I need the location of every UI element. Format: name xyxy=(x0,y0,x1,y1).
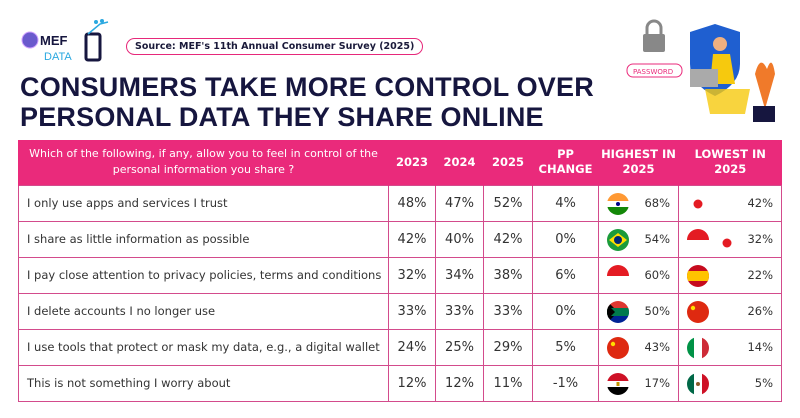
header-highest: HIGHEST IN 2025 xyxy=(598,140,679,185)
highest-value: 54% xyxy=(644,232,670,246)
flag-south-africa-icon xyxy=(607,300,629,323)
value-pp-change: 4% xyxy=(532,184,599,222)
header-2024: 2024 xyxy=(435,140,484,185)
lowest-value: 32% xyxy=(747,232,773,246)
flag-china-icon xyxy=(607,336,629,359)
svg-text:PASSWORD: PASSWORD xyxy=(633,68,673,76)
flag-japan-icon xyxy=(693,199,703,208)
highest-cell: 68% xyxy=(598,184,679,222)
value-2025: 38% xyxy=(483,256,533,294)
row-label: I share as little information as possibl… xyxy=(18,220,389,258)
table-row: I use tools that protect or mask my data… xyxy=(18,328,782,366)
table-row: I delete accounts I no longer use 33% 33… xyxy=(18,292,782,330)
svg-text:DATA: DATA xyxy=(44,51,72,63)
value-2023: 48% xyxy=(388,184,436,222)
survey-table: Which of the following, if any, allow yo… xyxy=(18,140,782,402)
value-2024: 25% xyxy=(435,328,484,366)
row-label: I pay close attention to privacy policie… xyxy=(18,256,389,294)
value-2025: 52% xyxy=(483,184,533,222)
lowest-cell: 26% xyxy=(678,292,782,330)
value-2024: 12% xyxy=(435,364,484,402)
table-row: This is not something I worry about 12% … xyxy=(18,364,782,402)
value-pp-change: 6% xyxy=(532,256,599,294)
highest-cell: 50% xyxy=(598,292,679,330)
value-2024: 33% xyxy=(435,292,484,330)
value-2023: 12% xyxy=(388,364,436,402)
lowest-value: 42% xyxy=(747,196,773,210)
highest-value: 17% xyxy=(644,376,670,390)
header-lowest: LOWEST IN 2025 xyxy=(678,140,782,185)
value-2023: 33% xyxy=(388,292,436,330)
flag-brazil-icon xyxy=(607,228,629,251)
lowest-value: 5% xyxy=(754,376,773,390)
value-2025: 42% xyxy=(483,220,533,258)
page-title: CONSUMERS TAKE MORE CONTROL OVER PERSONAL… xyxy=(20,72,594,132)
flag-italy-icon xyxy=(687,336,709,359)
row-label: I use tools that protect or mask my data… xyxy=(18,328,389,366)
highest-value: 68% xyxy=(644,196,670,210)
flag-spain-icon xyxy=(687,264,709,287)
highest-cell: 17% xyxy=(598,364,679,402)
header-2025: 2025 xyxy=(483,140,533,185)
table-row: I share as little information as possibl… xyxy=(18,220,782,258)
lowest-value: 14% xyxy=(747,340,773,354)
flag-india-icon xyxy=(607,192,629,215)
lowest-cell: 42% xyxy=(678,184,782,222)
flag-indonesia+japan-icon xyxy=(687,228,732,247)
highest-value: 60% xyxy=(644,268,670,282)
value-2023: 42% xyxy=(388,220,436,258)
mef-data-logo: MEF DATA xyxy=(21,19,109,63)
value-2024: 47% xyxy=(435,184,484,222)
value-pp-change: -1% xyxy=(532,364,599,402)
lowest-cell: 14% xyxy=(678,328,782,366)
value-pp-change: 0% xyxy=(532,220,599,258)
value-2023: 32% xyxy=(388,256,436,294)
flag-egypt-icon xyxy=(607,372,629,395)
privacy-illustration: PASSWORD xyxy=(626,19,775,122)
lowest-cell: 5% xyxy=(678,364,782,402)
value-2024: 40% xyxy=(435,220,484,258)
lowest-cell: 32% xyxy=(678,220,782,258)
highest-cell: 60% xyxy=(598,256,679,294)
row-label: I delete accounts I no longer use xyxy=(18,292,389,330)
row-label: I only use apps and services I trust xyxy=(18,184,389,222)
value-2025: 33% xyxy=(483,292,533,330)
value-2025: 29% xyxy=(483,328,533,366)
flag-indonesia-icon xyxy=(607,264,629,276)
highest-cell: 43% xyxy=(598,328,679,366)
highest-value: 43% xyxy=(644,340,670,354)
value-2025: 11% xyxy=(483,364,533,402)
value-pp-change: 5% xyxy=(532,328,599,366)
lowest-cell: 22% xyxy=(678,256,782,294)
lowest-value: 26% xyxy=(747,304,773,318)
value-2023: 24% xyxy=(388,328,436,366)
header-pp-change: PP CHANGE xyxy=(532,140,599,185)
flag-china-icon xyxy=(687,300,709,323)
table-row: I only use apps and services I trust 48%… xyxy=(18,184,782,222)
row-label: This is not something I worry about xyxy=(18,364,389,402)
highest-value: 50% xyxy=(644,304,670,318)
value-2024: 34% xyxy=(435,256,484,294)
source-badge: Source: MEF's 11th Annual Consumer Surve… xyxy=(126,38,424,55)
svg-text:MEF: MEF xyxy=(40,33,68,48)
flag-mexico-icon xyxy=(687,372,709,395)
value-pp-change: 0% xyxy=(532,292,599,330)
highest-cell: 54% xyxy=(598,220,679,258)
table-row: I pay close attention to privacy policie… xyxy=(18,256,782,294)
header-question: Which of the following, if any, allow yo… xyxy=(18,140,389,185)
header-2023: 2023 xyxy=(388,140,436,185)
lowest-value: 22% xyxy=(747,268,773,282)
